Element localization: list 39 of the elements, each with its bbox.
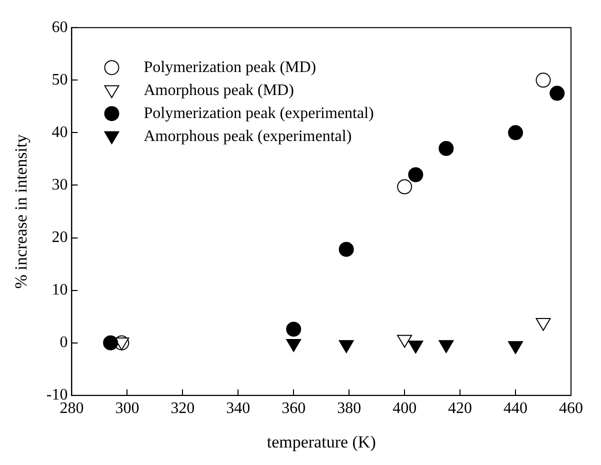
point <box>438 340 454 353</box>
y-tick-label: 10 <box>52 282 68 299</box>
point <box>286 322 302 337</box>
point <box>397 334 412 348</box>
point <box>286 339 302 352</box>
point <box>103 335 118 350</box>
y-tick-label: 50 <box>52 71 68 88</box>
y-tick-label: 40 <box>52 124 68 141</box>
point <box>508 125 524 140</box>
x-tick-label: 420 <box>448 400 472 418</box>
legend-label: Amorphous peak (MD) <box>144 82 294 99</box>
x-tick-label: 400 <box>392 400 417 418</box>
y-tick-label: 20 <box>52 228 68 246</box>
y-tick-label: 60 <box>52 18 68 36</box>
x-tick-label: 440 <box>504 400 528 418</box>
x-tick-label: 460 <box>559 400 583 418</box>
point <box>397 179 412 194</box>
point <box>338 340 354 353</box>
point <box>536 72 551 88</box>
legend-label: Amorphous peak (experimental) <box>144 128 352 145</box>
x-tick-label: 360 <box>282 400 306 418</box>
point <box>536 318 551 331</box>
y-tick-label: 0 <box>60 334 68 352</box>
legend-label: Polymerization peak (experimental) <box>144 104 374 122</box>
point <box>550 86 565 101</box>
y-tick-label: 30 <box>52 176 68 194</box>
x-tick-label: 320 <box>170 400 195 418</box>
x-tick-label: 340 <box>226 400 250 418</box>
x-tick-label: 380 <box>337 400 362 418</box>
legend-label: Polymerization peak (MD) <box>144 58 316 76</box>
x-axis-title: temperature (K) <box>266 432 376 452</box>
point <box>408 340 424 354</box>
point <box>408 167 424 182</box>
point <box>338 242 354 257</box>
point <box>508 341 524 354</box>
point <box>438 140 454 156</box>
x-tick-label: 300 <box>115 400 140 418</box>
x-tick-label: 280 <box>60 400 84 418</box>
y-axis-title: % increase in intensity <box>12 134 31 289</box>
